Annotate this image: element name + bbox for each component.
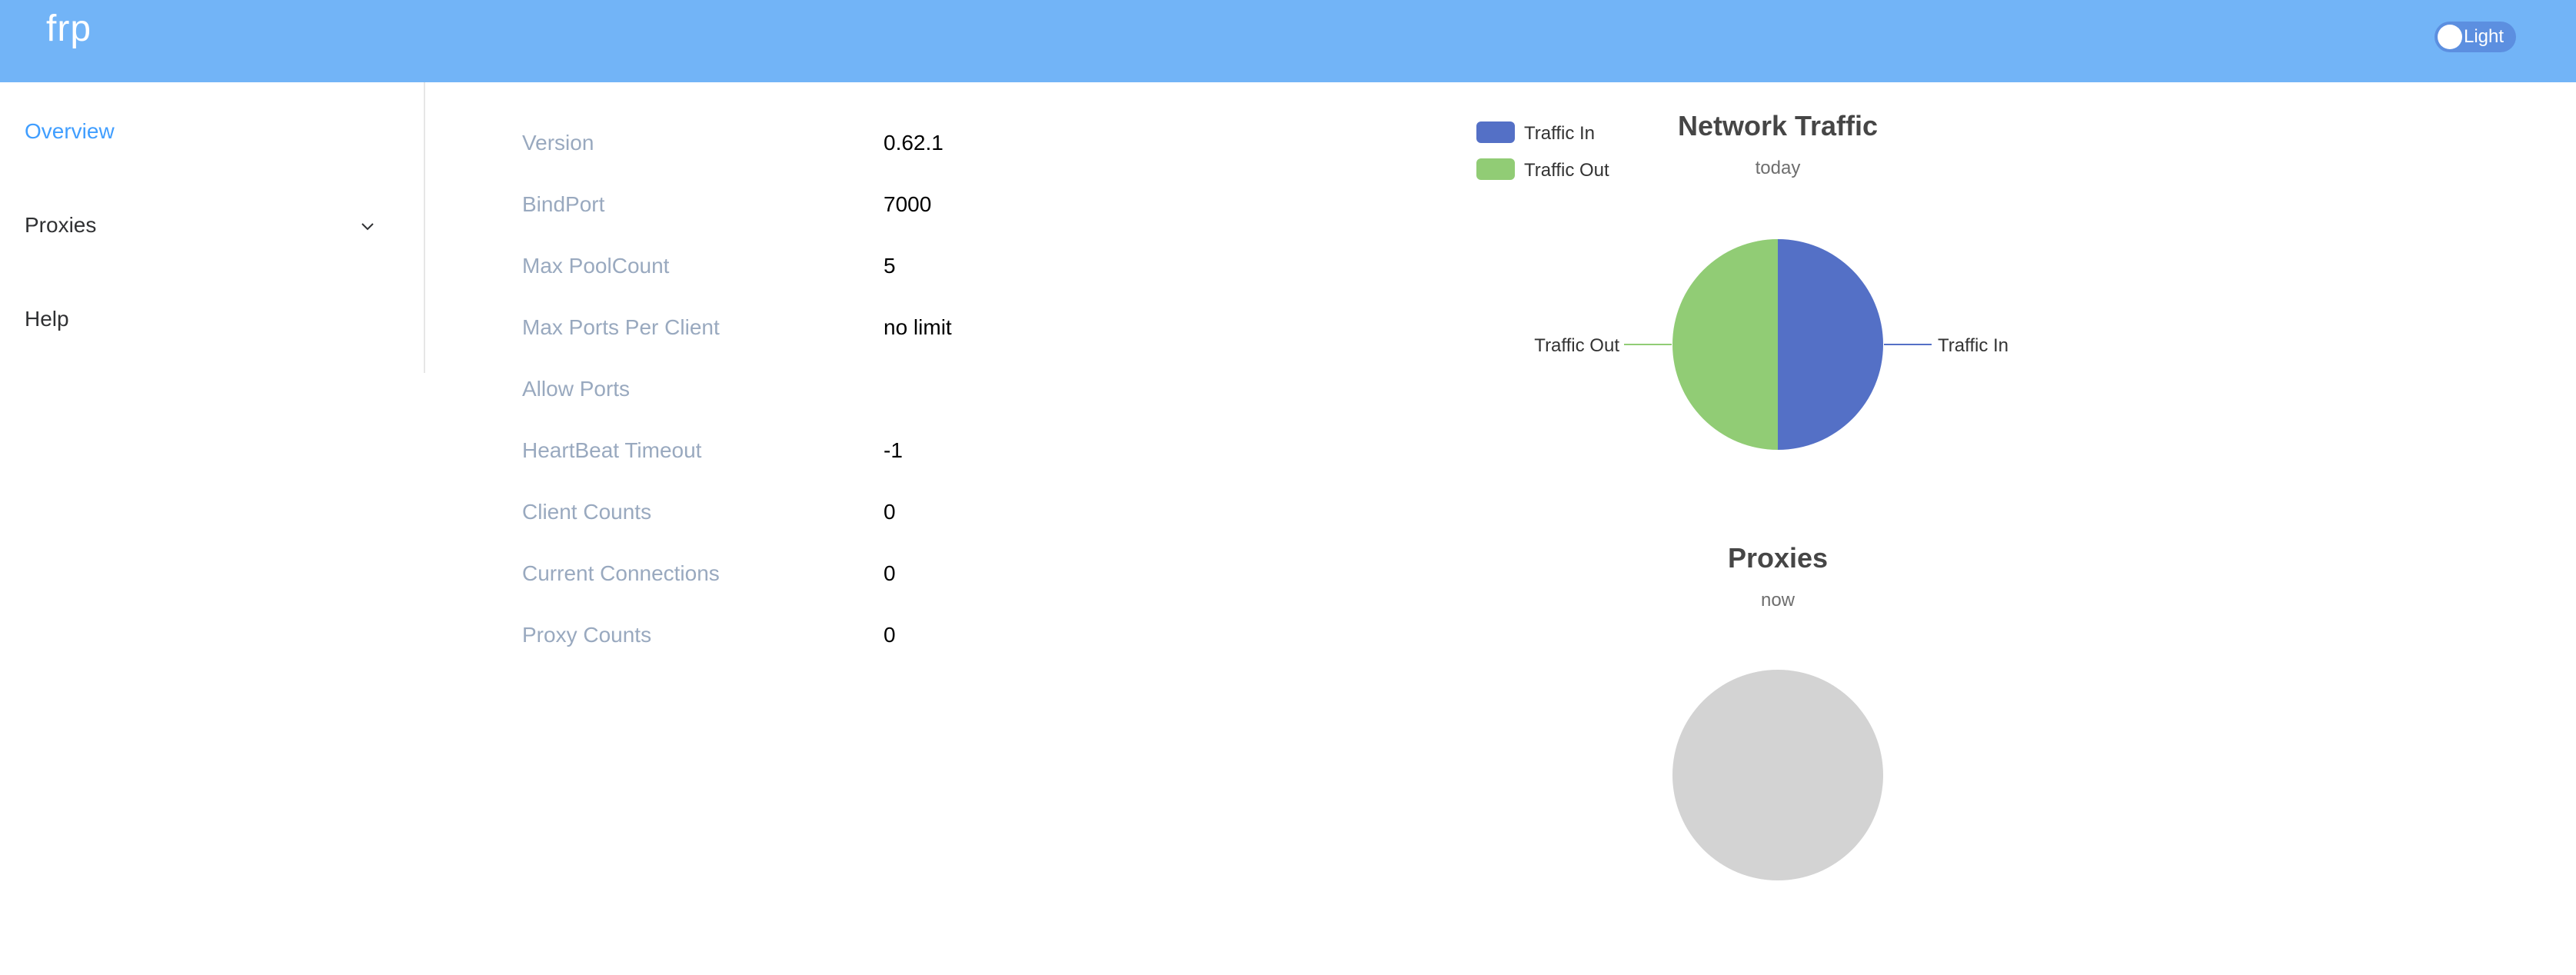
sidebar-item-overview[interactable]: Overview bbox=[25, 119, 115, 143]
toggle-knob bbox=[2438, 25, 2462, 49]
info-row: Proxy Counts 0 bbox=[522, 623, 1214, 654]
info-label: Current Connections bbox=[522, 561, 720, 585]
sidebar-item-help[interactable]: Help bbox=[25, 307, 69, 331]
top-header: frp Light bbox=[0, 0, 2576, 82]
pie-slice-traffic-in[interactable] bbox=[1778, 239, 1883, 450]
info-label: Version bbox=[522, 131, 594, 155]
info-value: 7000 bbox=[884, 192, 932, 216]
info-row: Version 0.62.1 bbox=[522, 131, 1214, 161]
info-value: 0.62.1 bbox=[884, 131, 944, 155]
info-label: BindPort bbox=[522, 192, 605, 216]
empty-pie bbox=[1672, 670, 1883, 880]
info-row: Max PoolCount 5 bbox=[522, 254, 1214, 285]
app-logo[interactable]: frp bbox=[46, 8, 92, 49]
legend-swatch-traffic-in[interactable] bbox=[1476, 121, 1515, 143]
charts-panel: Traffic In Traffic Out Network Traffic t… bbox=[1476, 110, 2009, 880]
chevron-down-icon[interactable] bbox=[360, 218, 375, 234]
info-label: Max Ports Per Client bbox=[522, 315, 720, 339]
info-row: Client Counts 0 bbox=[522, 500, 1214, 531]
chart-subtitle: today bbox=[1756, 158, 1801, 178]
info-value: 5 bbox=[884, 254, 896, 278]
info-value: 0 bbox=[884, 623, 896, 647]
info-row: HeartBeat Timeout -1 bbox=[522, 438, 1214, 469]
info-value: no limit bbox=[884, 315, 952, 339]
sidebar-menu: Overview Proxies Help bbox=[0, 82, 425, 373]
network-traffic-chart: Traffic In Traffic Out Network Traffic t… bbox=[1476, 110, 2009, 450]
info-row: Allow Ports bbox=[522, 377, 1214, 408]
legend-label-traffic-in[interactable]: Traffic In bbox=[1524, 123, 1595, 144]
chart-title: Proxies bbox=[1728, 542, 1828, 574]
info-row: Current Connections 0 bbox=[522, 561, 1214, 592]
pie-label-traffic-out: Traffic Out bbox=[1534, 335, 1619, 356]
info-label: HeartBeat Timeout bbox=[522, 438, 702, 462]
info-row: Max Ports Per Client no limit bbox=[522, 315, 1214, 346]
chart-title: Network Traffic bbox=[1678, 110, 1878, 141]
info-value: 0 bbox=[884, 561, 896, 585]
info-label: Allow Ports bbox=[522, 377, 631, 401]
legend-swatch-traffic-out[interactable] bbox=[1476, 158, 1515, 180]
sidebar-item-proxies[interactable]: Proxies bbox=[25, 213, 97, 237]
info-label: Max PoolCount bbox=[522, 254, 670, 278]
legend-label-traffic-out[interactable]: Traffic Out bbox=[1524, 160, 1609, 181]
chart-subtitle: now bbox=[1761, 590, 1796, 611]
info-value: 0 bbox=[884, 500, 896, 524]
pie-slice-traffic-out[interactable] bbox=[1672, 239, 1778, 450]
theme-label: Light bbox=[2464, 26, 2504, 47]
info-label: Proxy Counts bbox=[522, 623, 652, 647]
info-label: Client Counts bbox=[522, 500, 652, 524]
proxies-chart: Proxies now bbox=[1672, 542, 1883, 880]
theme-toggle[interactable]: Light bbox=[2435, 22, 2516, 52]
pie-label-traffic-in: Traffic In bbox=[1938, 335, 2009, 356]
info-row: BindPort 7000 bbox=[522, 192, 1214, 223]
info-value: -1 bbox=[884, 438, 903, 462]
